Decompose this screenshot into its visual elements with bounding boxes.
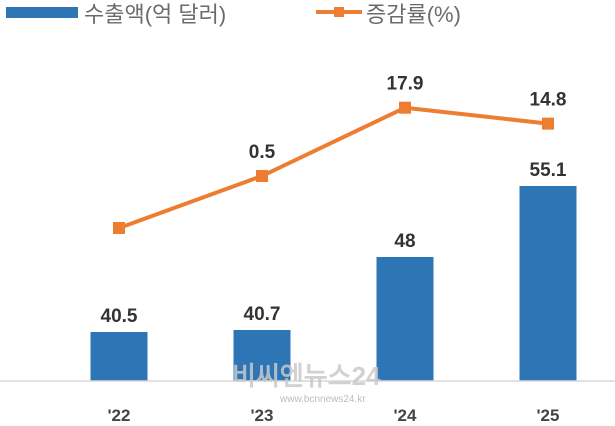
watermark-sub: www.bcnnews24.kr (279, 394, 366, 405)
x-tick-3: '25 (537, 406, 560, 425)
growth-line (118, 105, 549, 230)
bar-1 (233, 330, 291, 381)
bar-0 (90, 332, 148, 381)
bar-label-3: 55.1 (530, 160, 567, 181)
legend-line-label: 증감률(%) (366, 2, 461, 27)
growth-label-1: 0.5 (249, 142, 276, 163)
growth-line-series: 0.5 17.9 14.8 (113, 74, 566, 234)
x-tick-2: '24 (394, 406, 417, 425)
growth-marker-3 (542, 117, 554, 130)
bar-label-2: 48 (394, 231, 415, 252)
bar-2 (376, 257, 434, 381)
growth-marker-0 (113, 222, 125, 234)
legend-bar-swatch (6, 7, 78, 18)
legend-line-marker (334, 7, 344, 17)
legend: 수출액(억 달러) 증감률(%) (6, 2, 461, 27)
bar-label-1: 40.7 (244, 304, 281, 325)
growth-marker-1 (256, 170, 268, 182)
x-tick-0: '22 (108, 406, 131, 425)
growth-marker-2 (399, 101, 411, 114)
watermark-main: 비씨엔뉴스24 (232, 361, 381, 391)
bar-label-0: 40.5 (101, 306, 138, 327)
growth-label-2: 17.9 (387, 74, 424, 95)
legend-bar-label: 수출액(억 달러) (84, 2, 226, 27)
bar-3 (519, 186, 577, 381)
bar-series: 40.5 40.7 48 55.1 (90, 160, 577, 381)
watermark: 비씨엔뉴스24 www.bcnnews24.kr (232, 361, 381, 405)
growth-label-3: 14.8 (530, 90, 567, 111)
x-axis-ticks: '22 '23 '24 '25 (108, 406, 560, 425)
x-tick-1: '23 (251, 406, 274, 425)
